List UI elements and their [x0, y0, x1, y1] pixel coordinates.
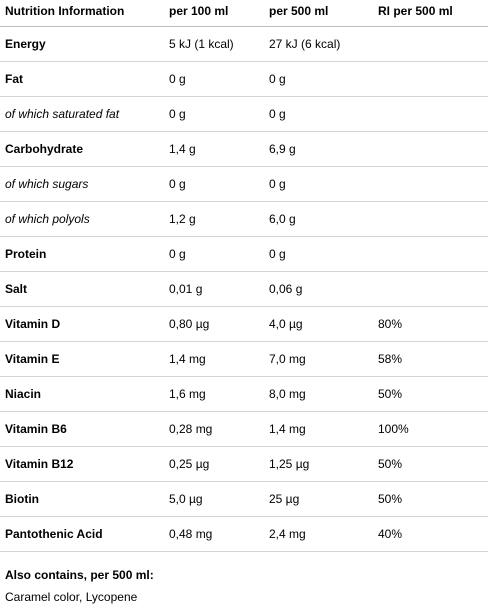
value-per-100-ml: 0 g: [169, 247, 186, 261]
header-nutrition-information: Nutrition Information: [5, 4, 125, 18]
nutrient-name: of which polyols: [5, 212, 90, 226]
value-per-500-ml: 8,0 mg: [269, 387, 306, 401]
table-row: Pantothenic Acid 0,48 mg 2,4 mg 40%: [0, 517, 488, 552]
nutrient-name: Protein: [5, 247, 47, 261]
value-per-500-ml: 7,0 mg: [269, 352, 306, 366]
value-ri: 50%: [378, 387, 403, 401]
value-per-100-ml: 0,01 g: [169, 282, 203, 296]
value-per-100-ml: 0,80 µg: [169, 317, 210, 331]
nutrient-name: Vitamin B6: [5, 422, 67, 436]
value-ri: 40%: [378, 527, 403, 541]
table-row: Vitamin B12 0,25 µg 1,25 µg 50%: [0, 447, 488, 482]
table-row: Vitamin B6 0,28 mg 1,4 mg 100%: [0, 412, 488, 447]
value-ri: 58%: [378, 352, 403, 366]
table-row: Vitamin E 1,4 mg 7,0 mg 58%: [0, 342, 488, 377]
table-row: Carbohydrate 1,4 g 6,9 g: [0, 132, 488, 167]
value-per-100-ml: 0,25 µg: [169, 457, 210, 471]
nutrition-table: Nutrition Information per 100 ml per 500…: [0, 0, 488, 552]
header-ri-per-500-ml: RI per 500 ml: [378, 4, 453, 18]
table-header-row: Nutrition Information per 100 ml per 500…: [0, 0, 488, 27]
value-per-500-ml: 6,9 g: [269, 142, 296, 156]
table-row: Salt 0,01 g 0,06 g: [0, 272, 488, 307]
header-per-100-ml: per 100 ml: [169, 4, 229, 18]
value-per-500-ml: 25 µg: [269, 492, 300, 506]
table-row: of which sugars 0 g 0 g: [0, 167, 488, 202]
nutrient-name: Niacin: [5, 387, 42, 401]
value-per-100-ml: 0 g: [169, 72, 186, 86]
value-per-500-ml: 1,4 mg: [269, 422, 306, 436]
value-per-500-ml: 4,0 µg: [269, 317, 303, 331]
value-per-100-ml: 0 g: [169, 177, 186, 191]
value-ri: 50%: [378, 492, 403, 506]
nutrient-name: Vitamin D: [5, 317, 61, 331]
value-ri: 100%: [378, 422, 409, 436]
value-ri: 80%: [378, 317, 403, 331]
nutrient-name: Vitamin E: [5, 352, 60, 366]
table-row: Biotin 5,0 µg 25 µg 50%: [0, 482, 488, 517]
nutrient-name: Carbohydrate: [5, 142, 84, 156]
value-per-100-ml: 5 kJ (1 kcal): [169, 37, 234, 51]
value-per-500-ml: 2,4 mg: [269, 527, 306, 541]
also-contains-label: Also contains, per 500 ml:: [5, 568, 154, 582]
value-per-100-ml: 0,28 mg: [169, 422, 213, 436]
nutrient-name: Fat: [5, 72, 23, 86]
nutrient-name: of which saturated fat: [5, 107, 120, 121]
value-per-100-ml: 0 g: [169, 107, 186, 121]
value-per-500-ml: 6,0 g: [269, 212, 296, 226]
table-row: Energy 5 kJ (1 kcal) 27 kJ (6 kcal): [0, 27, 488, 62]
value-per-100-ml: 1,4 g: [169, 142, 196, 156]
also-contains-value: Caramel color, Lycopene: [5, 590, 138, 604]
value-per-500-ml: 0 g: [269, 247, 286, 261]
header-per-500-ml: per 500 ml: [269, 4, 329, 18]
value-per-500-ml: 1,25 µg: [269, 457, 310, 471]
table-row: Vitamin D 0,80 µg 4,0 µg 80%: [0, 307, 488, 342]
table-row: Niacin 1,6 mg 8,0 mg 50%: [0, 377, 488, 412]
value-per-100-ml: 1,4 mg: [169, 352, 206, 366]
value-per-500-ml: 0 g: [269, 177, 286, 191]
nutrient-name: Pantothenic Acid: [5, 527, 103, 541]
value-per-100-ml: 1,2 g: [169, 212, 196, 226]
table-row: of which saturated fat 0 g 0 g: [0, 97, 488, 132]
nutrient-name: Biotin: [5, 492, 39, 506]
value-per-500-ml: 0 g: [269, 107, 286, 121]
value-per-100-ml: 0,48 mg: [169, 527, 213, 541]
value-per-100-ml: 1,6 mg: [169, 387, 206, 401]
value-per-500-ml: 0 g: [269, 72, 286, 86]
nutrient-name: Salt: [5, 282, 28, 296]
nutrient-name: of which sugars: [5, 177, 89, 191]
value-per-500-ml: 27 kJ (6 kcal): [269, 37, 341, 51]
table-row: Protein 0 g 0 g: [0, 237, 488, 272]
value-per-500-ml: 0,06 g: [269, 282, 303, 296]
value-ri: 50%: [378, 457, 403, 471]
nutrient-name: Energy: [5, 37, 46, 51]
nutrient-name: Vitamin B12: [5, 457, 74, 471]
table-row: Fat 0 g 0 g: [0, 62, 488, 97]
table-row: of which polyols 1,2 g 6,0 g: [0, 202, 488, 237]
value-per-100-ml: 5,0 µg: [169, 492, 203, 506]
